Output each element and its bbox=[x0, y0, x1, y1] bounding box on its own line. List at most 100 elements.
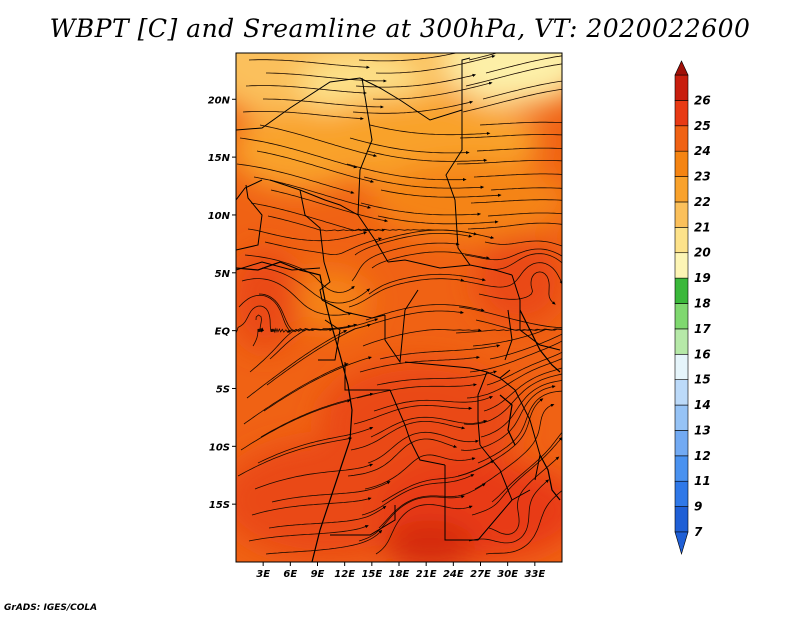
streamline bbox=[250, 202, 369, 232]
streamline bbox=[369, 124, 491, 136]
colorbar-label: 11 bbox=[694, 474, 711, 488]
streamline bbox=[243, 363, 349, 425]
coastlines bbox=[236, 261, 561, 562]
streamline bbox=[248, 525, 369, 542]
lon-tick-label: 21E bbox=[416, 569, 437, 580]
streamline bbox=[477, 390, 562, 464]
colorbar-label: 24 bbox=[694, 144, 711, 158]
streamline bbox=[249, 324, 352, 373]
streamline bbox=[347, 438, 458, 477]
streamline bbox=[252, 327, 264, 347]
lon-tick-label: 24E bbox=[443, 569, 464, 580]
streamline bbox=[373, 396, 494, 412]
streamline bbox=[461, 262, 562, 288]
streamline bbox=[236, 305, 291, 334]
streamline bbox=[381, 460, 495, 503]
streamline bbox=[348, 278, 465, 308]
colorbar-segment bbox=[674, 201, 689, 228]
streamline bbox=[485, 490, 562, 555]
lon-tick-label: 18E bbox=[389, 569, 410, 580]
streamline bbox=[254, 463, 374, 490]
colorbar-label: 20 bbox=[694, 246, 711, 260]
colorbar-label: 26 bbox=[694, 93, 711, 107]
streamline bbox=[370, 416, 488, 438]
streamline bbox=[487, 212, 562, 217]
streamline bbox=[267, 215, 386, 232]
streamline bbox=[240, 399, 351, 451]
streamline bbox=[361, 474, 475, 516]
colorbar-segment bbox=[674, 480, 689, 507]
colorbar-segment bbox=[674, 455, 689, 482]
streamline bbox=[483, 367, 562, 412]
streamline bbox=[265, 529, 383, 555]
colorbar-label: 12 bbox=[694, 449, 711, 463]
streamline bbox=[245, 85, 367, 95]
streamline bbox=[491, 431, 562, 503]
streamline bbox=[458, 306, 562, 329]
grads-credit: GrADS: IGES/COLA bbox=[4, 603, 98, 613]
streamline bbox=[488, 456, 560, 535]
lon-tick-label: 33E bbox=[524, 569, 545, 580]
lon-tick-label: 15E bbox=[361, 569, 382, 580]
streamline bbox=[465, 63, 562, 87]
streamline bbox=[246, 330, 348, 399]
colorbar-label: 16 bbox=[694, 347, 711, 361]
streamline bbox=[486, 351, 562, 386]
colorbar-segment bbox=[674, 404, 689, 431]
streamline bbox=[349, 137, 470, 155]
streamline bbox=[353, 404, 473, 425]
lat-tick-label: EQ bbox=[215, 327, 231, 338]
streamline bbox=[473, 173, 562, 178]
streamline bbox=[263, 98, 384, 109]
streamline bbox=[376, 370, 498, 386]
colorbar-label: 9 bbox=[694, 500, 702, 514]
lon-tick-label: 9E bbox=[311, 569, 325, 580]
lat-tick-label: 20N bbox=[208, 95, 231, 106]
colorbar-segment bbox=[674, 227, 689, 254]
streamline bbox=[367, 431, 479, 464]
streamline bbox=[247, 228, 368, 242]
streamline bbox=[248, 59, 370, 69]
streamline bbox=[490, 187, 562, 191]
streamline bbox=[261, 267, 371, 304]
lon-tick-label: 12E bbox=[334, 569, 355, 580]
streamline bbox=[241, 278, 352, 316]
streamline bbox=[256, 150, 375, 183]
streamline bbox=[358, 53, 458, 62]
streamline bbox=[485, 55, 562, 74]
streamline bbox=[356, 383, 477, 399]
colorbar-label: 17 bbox=[694, 322, 711, 336]
streamline bbox=[359, 355, 480, 373]
streamline bbox=[484, 240, 562, 247]
colorbar-segment bbox=[674, 379, 689, 406]
lon-tick-label: 30E bbox=[497, 569, 518, 580]
streamline bbox=[379, 344, 501, 360]
colorbar-segment bbox=[674, 150, 689, 177]
streamline bbox=[270, 189, 389, 223]
streamline bbox=[355, 73, 477, 88]
lat-tick-label: 5N bbox=[215, 269, 231, 280]
streamline bbox=[476, 147, 562, 152]
lat-tick-label: 5S bbox=[216, 384, 230, 395]
streamline bbox=[263, 356, 372, 412]
map-axes: 20N 15N 10N 5N EQ 5S 10S 15S 3E 6E 9E 12E 15E 18E 21E 2… bbox=[208, 95, 546, 580]
colorbar-segment bbox=[674, 176, 689, 203]
streamline bbox=[371, 251, 490, 269]
streamline bbox=[360, 202, 482, 216]
colorbar-segment bbox=[674, 74, 689, 101]
colorbar-label: 22 bbox=[694, 195, 711, 209]
colorbar-under-triangle bbox=[674, 531, 689, 556]
streamline bbox=[260, 392, 374, 438]
colorbar-label: 21 bbox=[694, 220, 711, 234]
streamline bbox=[368, 273, 486, 295]
streamline bbox=[378, 483, 486, 529]
plot-title: WBPT [C] and Sreamline at 300hPa, VT: 20… bbox=[49, 14, 751, 43]
streamline bbox=[468, 479, 550, 544]
colorbar-label: 18 bbox=[694, 297, 711, 311]
lon-tick-label: 3E bbox=[256, 569, 270, 580]
streamline bbox=[377, 215, 499, 225]
colorbar-segment bbox=[674, 252, 689, 279]
colorbar-segment bbox=[674, 100, 689, 127]
colorbar-segment bbox=[674, 430, 689, 457]
